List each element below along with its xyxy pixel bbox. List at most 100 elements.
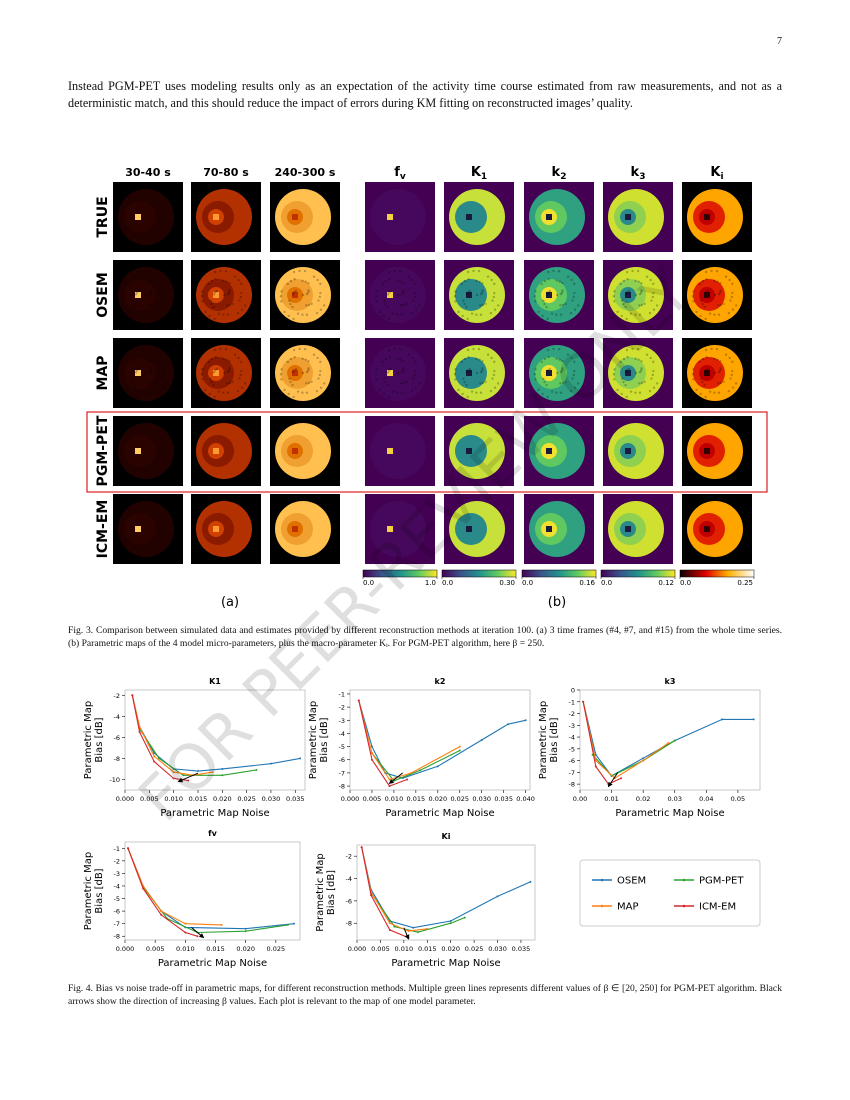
- series-line: [358, 700, 526, 779]
- series-point: [416, 931, 419, 934]
- image-noise: [123, 378, 126, 381]
- x-tick-label: 0.025: [450, 795, 469, 803]
- image-noise: [210, 279, 214, 283]
- image-noise: [570, 356, 573, 360]
- x-tick-label: 0.035: [512, 945, 531, 953]
- row-label: PGM-PET: [95, 415, 111, 486]
- series-point: [211, 771, 214, 774]
- image-noise: [383, 377, 386, 380]
- image-noise: [381, 282, 384, 286]
- image-noise: [724, 275, 728, 278]
- image-noise: [150, 281, 153, 285]
- image-noise: [139, 390, 143, 393]
- direction-arrow: [388, 772, 403, 785]
- series-point: [360, 846, 363, 849]
- x-tick-label: 0.03: [667, 795, 681, 803]
- y-axis-label: Bias [dB]: [94, 717, 105, 762]
- image-noise: [319, 386, 323, 389]
- image-noise: [648, 389, 652, 393]
- x-tick-label: 0.000: [348, 945, 367, 953]
- image-noise: [141, 269, 144, 273]
- y-tick-label: -4: [569, 734, 575, 742]
- direction-arrow: [403, 927, 410, 940]
- x-tick-label: 0.030: [488, 945, 507, 953]
- image-noise: [457, 310, 460, 314]
- image-noise: [472, 269, 475, 273]
- image-noise: [213, 369, 217, 372]
- image-noise: [550, 390, 554, 393]
- x-tick-label: 0.02: [636, 795, 650, 803]
- image-noise: [492, 373, 496, 377]
- image-noise: [699, 314, 702, 318]
- image-noise: [414, 291, 417, 295]
- image-noise: [383, 299, 386, 302]
- image-noise: [134, 371, 138, 374]
- image-noise: [393, 269, 396, 273]
- image-noise: [214, 355, 217, 359]
- image-noise: [215, 367, 219, 371]
- image-noise: [731, 308, 735, 311]
- image-noise: [705, 277, 708, 281]
- image-noise: [280, 290, 283, 293]
- image-noise: [291, 293, 295, 296]
- image-noise: [555, 357, 558, 360]
- image-noise: [319, 369, 322, 373]
- image-region: [625, 292, 631, 298]
- image-noise: [307, 367, 310, 370]
- image-noise: [162, 360, 165, 364]
- image-noise: [540, 360, 543, 364]
- y-tick-label: -4: [346, 875, 352, 883]
- image-noise: [210, 302, 213, 306]
- image-noise: [465, 293, 469, 296]
- image-noise: [460, 360, 463, 364]
- image-noise: [201, 290, 204, 293]
- image-noise: [466, 348, 470, 352]
- image-noise: [410, 311, 414, 315]
- image-noise: [204, 310, 207, 314]
- series-point: [220, 923, 223, 926]
- image-noise: [621, 377, 624, 380]
- image-noise: [215, 289, 219, 293]
- image-noise: [150, 381, 154, 385]
- image-noise: [307, 281, 310, 285]
- x-tick-label: 0.005: [371, 945, 390, 953]
- image-noise: [301, 293, 305, 297]
- image-noise: [559, 382, 562, 385]
- image-noise: [305, 313, 309, 316]
- image-noise: [213, 291, 217, 294]
- image-noise: [572, 373, 576, 377]
- image-noise: [228, 291, 231, 294]
- image-noise: [651, 295, 655, 299]
- image-noise: [541, 392, 544, 396]
- image-noise: [649, 278, 652, 282]
- image-noise: [481, 291, 484, 294]
- y-axis-label: Parametric Map: [315, 853, 326, 931]
- image-noise: [287, 392, 290, 396]
- image-noise: [292, 270, 296, 274]
- image-region: [546, 448, 552, 454]
- image-noise: [638, 304, 641, 307]
- image-noise: [461, 392, 464, 396]
- image-noise: [135, 369, 139, 372]
- image-noise: [135, 395, 138, 399]
- image-noise: [150, 359, 153, 363]
- direction-arrow: [177, 772, 199, 783]
- image-noise: [387, 369, 391, 372]
- image-noise: [386, 305, 389, 309]
- image-noise: [141, 347, 144, 351]
- image-noise: [573, 386, 577, 389]
- image-noise: [240, 360, 243, 364]
- image-noise: [728, 356, 731, 360]
- image-noise: [542, 299, 545, 302]
- image-noise: [555, 371, 559, 375]
- row-label: TRUE: [95, 196, 111, 237]
- image-region: [704, 214, 710, 220]
- y-axis-label: Parametric Map: [538, 701, 549, 779]
- image-noise: [467, 355, 470, 359]
- image-noise: [470, 390, 474, 393]
- y-axis-label: Bias [dB]: [94, 868, 105, 913]
- x-tick-label: 0.025: [465, 945, 484, 953]
- y-tick-label: 0: [571, 687, 575, 695]
- image-noise: [381, 360, 384, 364]
